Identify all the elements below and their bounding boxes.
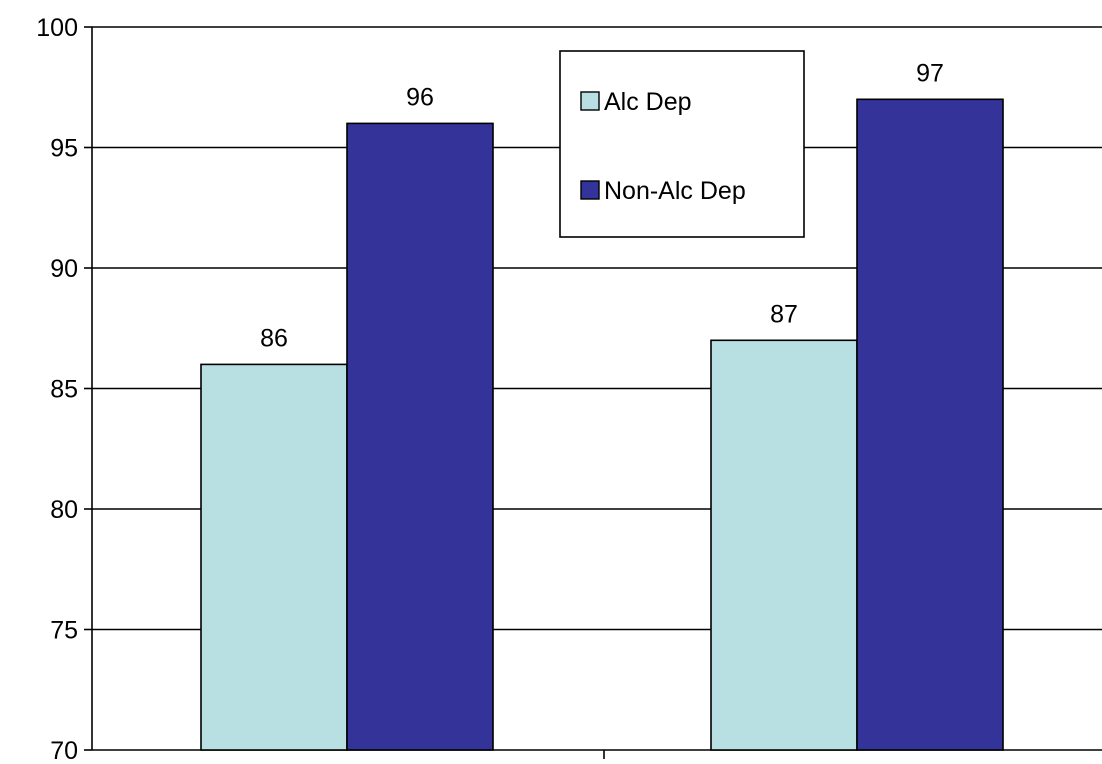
bar-alc-dep xyxy=(710,339,858,751)
legend-label: Non-Alc Dep xyxy=(604,177,746,205)
axes: 70 75 80 85 90 95 100 xyxy=(36,14,1102,764)
data-label: 86 xyxy=(260,324,288,352)
y-tick-label: 75 xyxy=(50,617,78,645)
data-labels: 86 87 96 97 xyxy=(260,59,944,352)
data-label: 87 xyxy=(770,300,798,328)
y-tick-label: 70 xyxy=(50,737,78,759)
legend-swatch xyxy=(580,91,600,111)
y-tick-label: 90 xyxy=(50,255,78,283)
legend-label: Alc Dep xyxy=(604,88,692,116)
data-label: 97 xyxy=(916,59,944,87)
bar-alc-dep xyxy=(200,363,348,751)
legend: Alc Dep Non-Alc Dep xyxy=(559,50,805,238)
bar-non-alc-dep xyxy=(856,98,1004,751)
bars xyxy=(200,98,1004,751)
y-tick-label: 100 xyxy=(36,14,78,42)
data-label: 96 xyxy=(406,83,434,111)
y-tick-label: 80 xyxy=(50,496,78,524)
legend-swatch xyxy=(580,180,600,200)
y-tick-label: 95 xyxy=(50,135,78,163)
y-tick-label: 85 xyxy=(50,376,78,404)
bar-non-alc-dep xyxy=(346,122,494,751)
legend-box xyxy=(559,50,805,238)
